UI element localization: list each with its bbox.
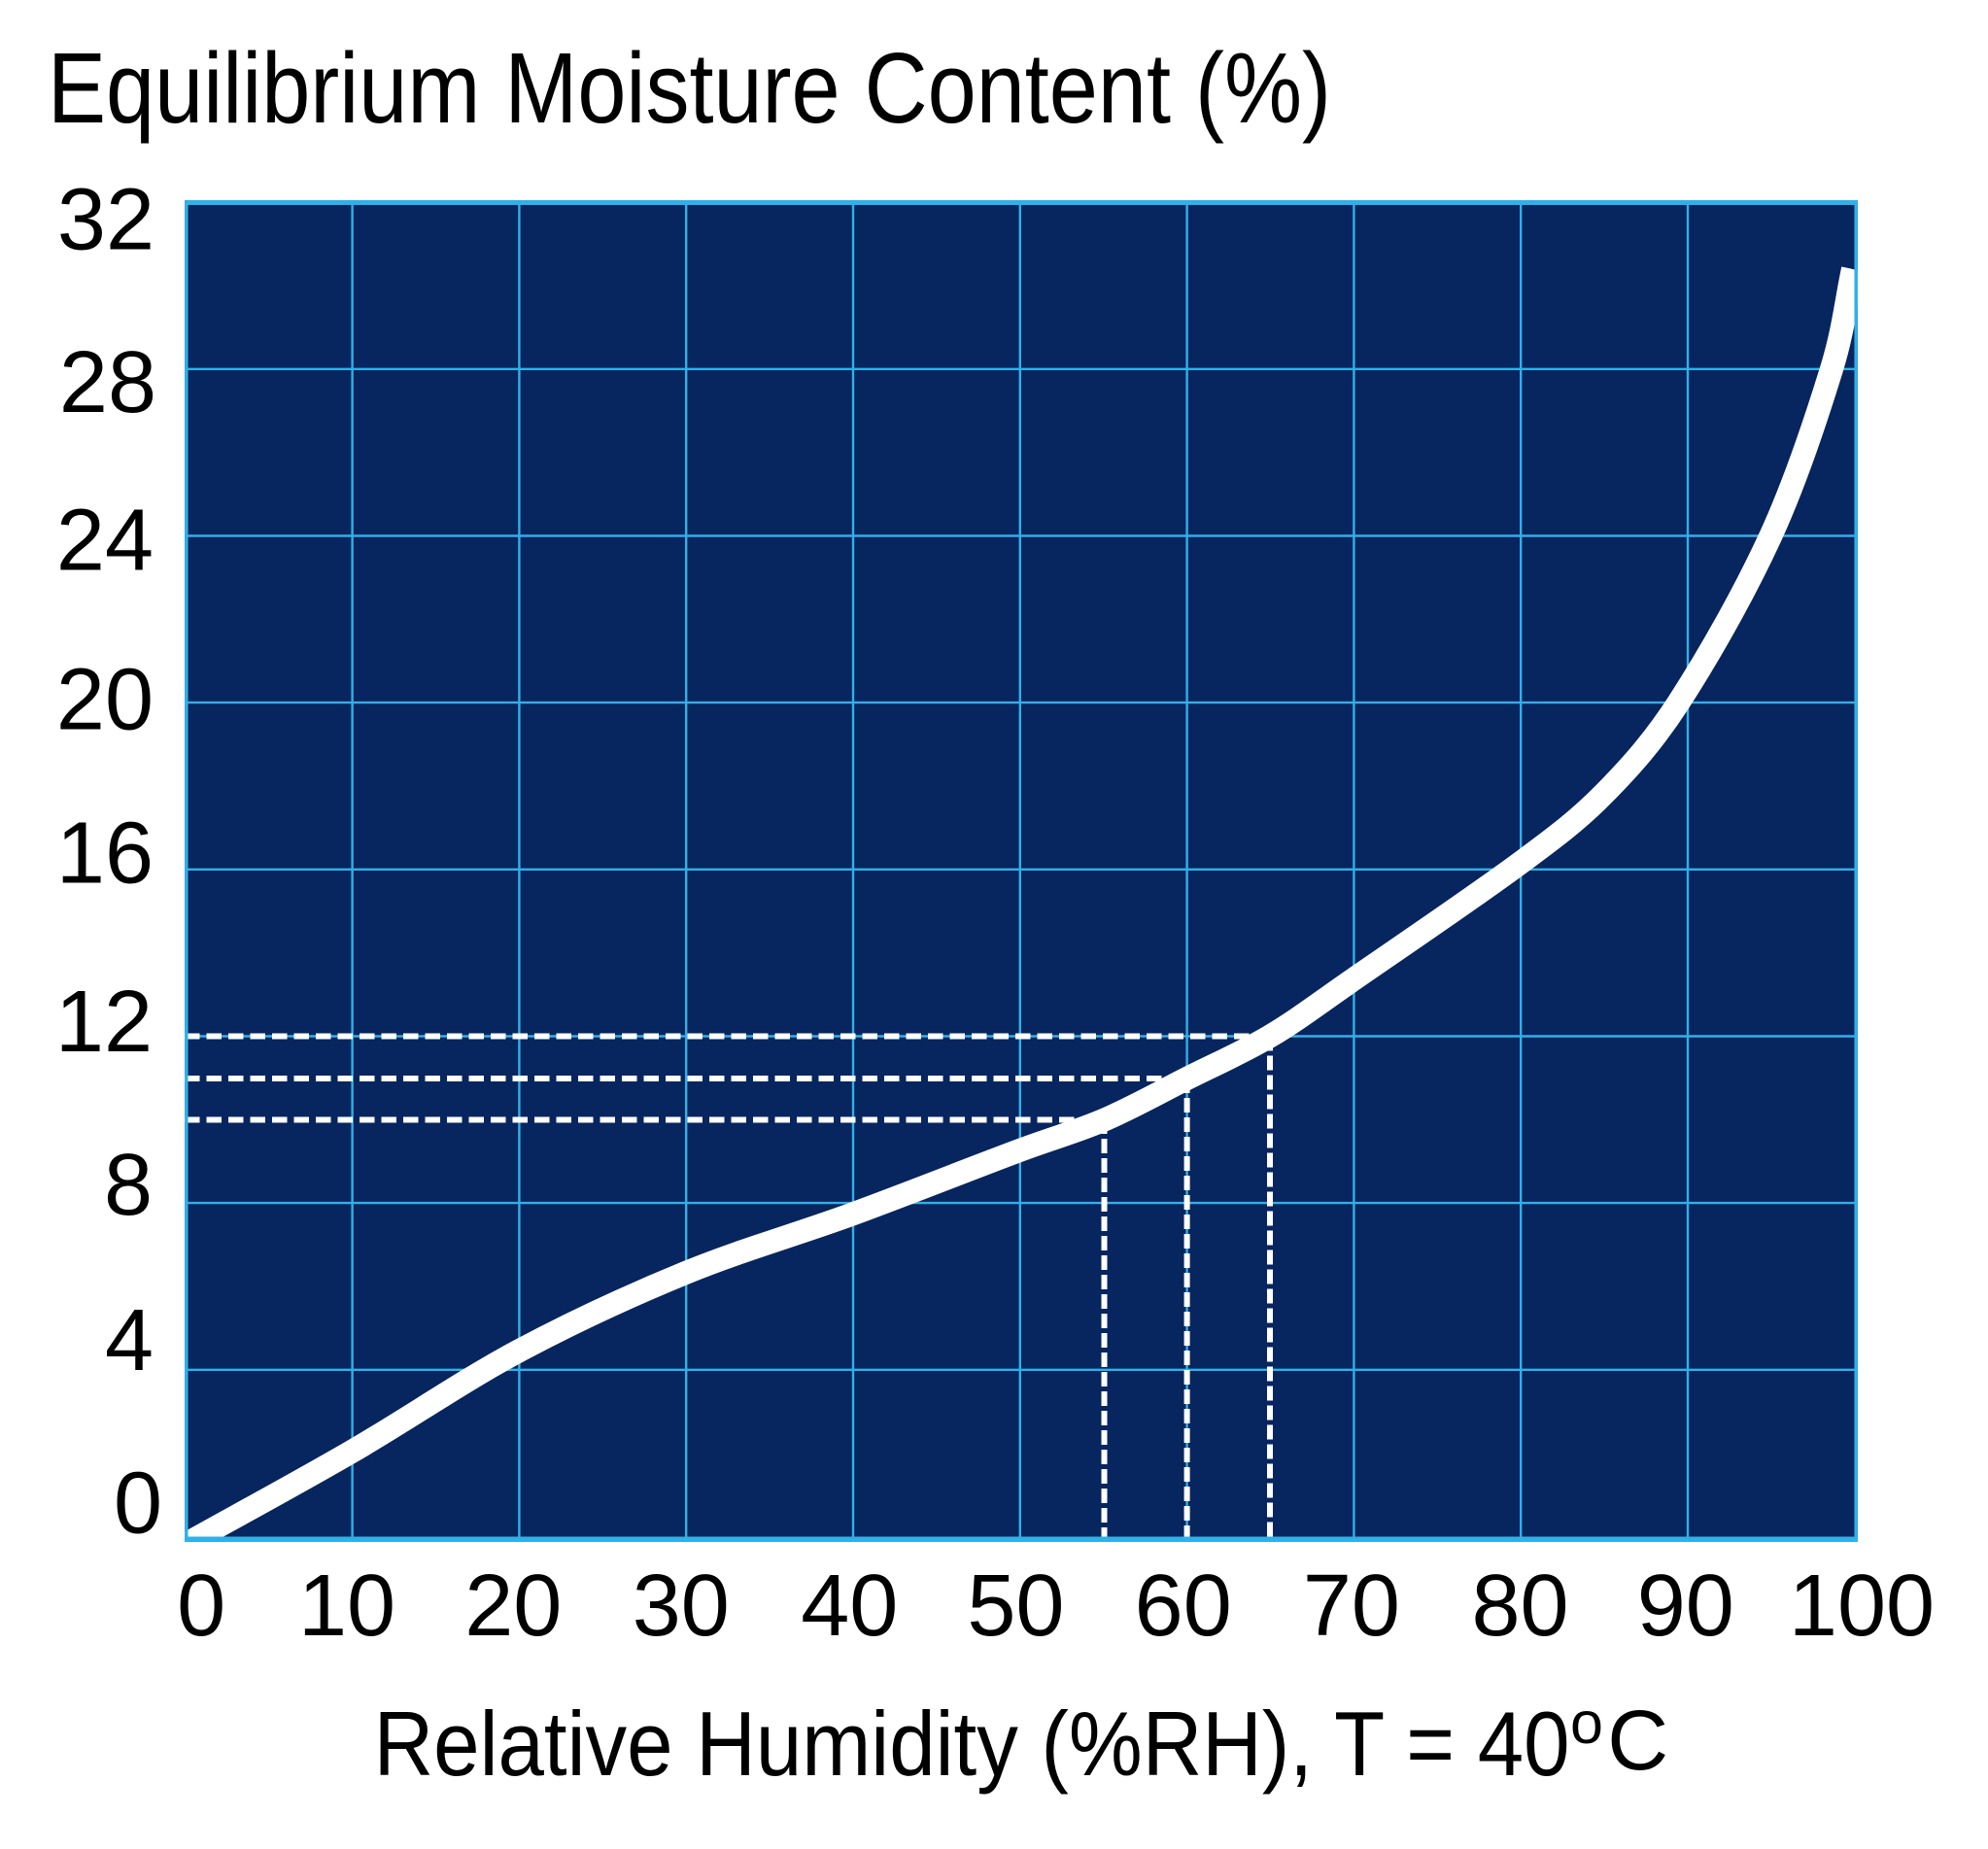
svg-text:Equilibrium Moisture Content (: Equilibrium Moisture Content (%) [48,32,1331,144]
svg-text:Relative Humidity (%RH), T = 4: Relative Humidity (%RH), T = 40 [374,1693,1570,1795]
svg-text:4: 4 [105,1292,154,1389]
svg-text:20: 20 [464,1558,562,1655]
svg-text:12: 12 [55,974,153,1071]
svg-text:28: 28 [59,334,156,431]
svg-text:30: 30 [633,1558,730,1655]
svg-text:100: 100 [1789,1558,1935,1655]
svg-text:10: 10 [298,1558,395,1655]
svg-text:24: 24 [56,492,154,589]
svg-text:C: C [1607,1694,1668,1788]
svg-text:20: 20 [56,652,154,749]
svg-text:32: 32 [57,171,154,268]
svg-text:50: 50 [967,1558,1064,1655]
svg-text:0: 0 [114,1455,162,1552]
svg-text:o: o [1570,1690,1603,1756]
svg-text:16: 16 [56,805,154,903]
svg-text:8: 8 [104,1137,153,1234]
svg-text:60: 60 [1135,1558,1232,1655]
svg-text:90: 90 [1637,1558,1734,1655]
svg-text:70: 70 [1303,1558,1400,1655]
svg-text:40: 40 [801,1558,898,1655]
svg-text:80: 80 [1471,1558,1568,1655]
svg-text:0: 0 [177,1558,225,1655]
